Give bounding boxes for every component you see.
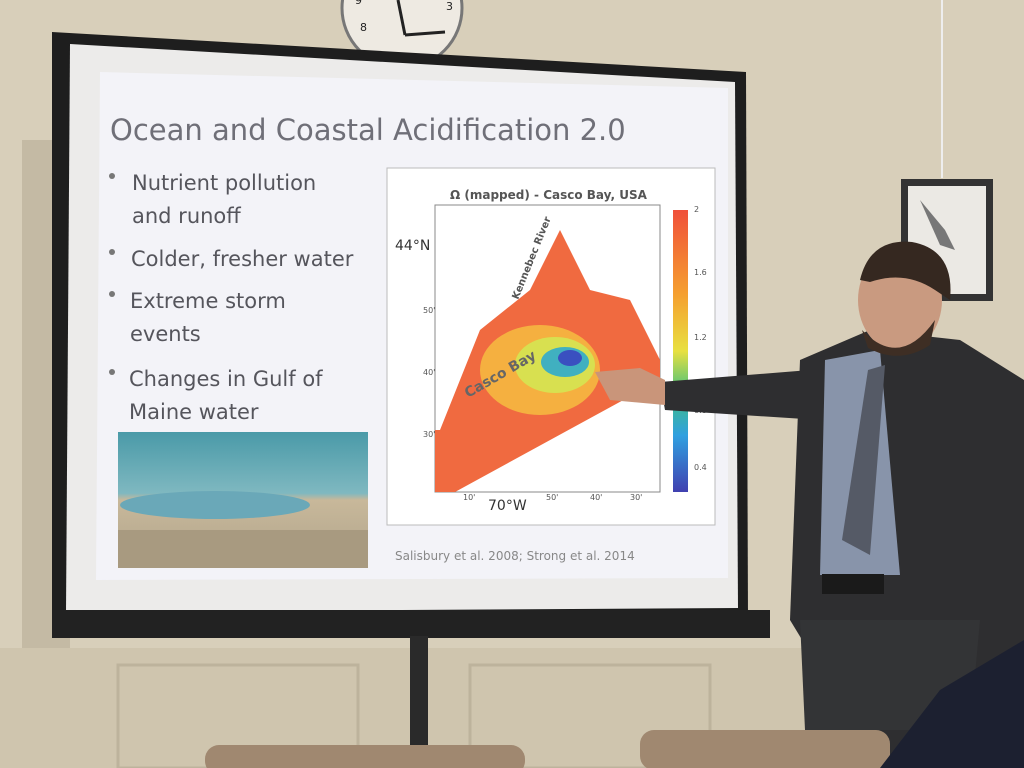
audience-member [880, 640, 1024, 768]
lagoon [120, 491, 310, 519]
lon-label: 10' [463, 493, 475, 502]
bullet-dot [109, 173, 115, 179]
bullet-text: Nutrient pollution [132, 171, 316, 195]
chair [205, 745, 525, 768]
chair [640, 730, 890, 768]
lon-label: 50' [546, 493, 558, 502]
bullet-list: Nutrient pollution and runoff Colder, fres… [109, 171, 354, 424]
lat-label: 50' [423, 306, 435, 315]
hand [595, 368, 665, 405]
lon-label: 40' [590, 493, 602, 502]
hair [860, 241, 951, 300]
bullet-text: Changes in Gulf of [129, 367, 323, 391]
belt [822, 574, 884, 594]
shore [118, 530, 368, 568]
lat-label: 44°N [395, 238, 430, 254]
bullet-text: and runoff [132, 204, 241, 228]
bullet-dot [109, 369, 115, 375]
map-title: Ω (mapped) - Casco Bay, USA [450, 188, 648, 202]
clock-number: 8 [360, 21, 367, 34]
lon-label: 30' [630, 493, 642, 502]
bullet-text: events [130, 322, 201, 346]
tie [842, 365, 885, 555]
arm [660, 370, 820, 420]
lat-label: 30' [423, 430, 435, 439]
clock-hand [396, 0, 407, 36]
citation: Salisbury et al. 2008; Strong et al. 201… [395, 549, 635, 563]
heron [920, 200, 955, 250]
bullet-dot [109, 291, 115, 297]
bullet-text: Colder, fresher water [131, 247, 354, 271]
colorbar [673, 210, 688, 492]
colorbar-label: 0.4 [694, 463, 707, 472]
lon-label: 70°W [488, 498, 527, 514]
lat-label: 40' [423, 368, 435, 377]
omega-field [558, 350, 582, 366]
slide-title: Ocean and Coastal Acidification 2.0 [110, 113, 626, 147]
screen-case [52, 610, 770, 638]
bullet-dot [109, 249, 115, 255]
colorbar-label: 1.6 [694, 268, 707, 277]
beard [862, 320, 935, 356]
bullet-text: Extreme storm [130, 289, 286, 313]
clock-number: 3 [446, 0, 453, 13]
panel [468, 663, 712, 768]
panel [116, 663, 360, 768]
clock-hand [404, 30, 446, 37]
stand [410, 636, 428, 746]
bullet-text: Maine water [129, 400, 259, 424]
clock-number: 9 [355, 0, 362, 7]
colorbar-label: 1.2 [694, 333, 707, 342]
colorbar-label: 2 [694, 205, 699, 214]
